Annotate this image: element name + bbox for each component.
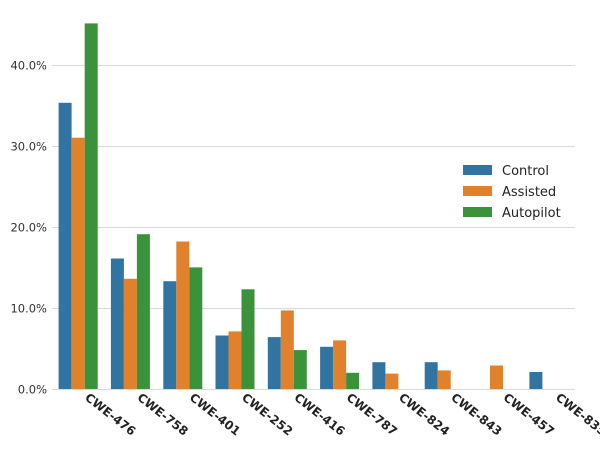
bar-assisted-cwe-824 [385, 373, 399, 389]
bars [58, 23, 543, 390]
legend-label-autopilot: Autopilot [502, 206, 561, 221]
y-tick-label: 20.0% [10, 221, 47, 235]
x-tick-label: CWE-457 [501, 390, 557, 438]
x-tick-label: CWE-252 [239, 390, 295, 438]
bar-assisted-cwe-401 [176, 241, 190, 389]
bar-autopilot-cwe-787 [346, 372, 360, 389]
bar-assisted-cwe-787 [333, 340, 347, 389]
x-tick-label: CWE-843 [448, 390, 504, 438]
bar-control-cwe-835 [529, 372, 543, 389]
legend: Control Assisted Autopilot [463, 164, 561, 221]
y-tick-label: 30.0% [10, 140, 47, 154]
x-tick-label: CWE-758 [135, 390, 191, 438]
bar-control-cwe-252 [215, 335, 229, 389]
x-tick-label: CWE-835 [553, 390, 600, 438]
x-tick-label: CWE-824 [396, 390, 452, 438]
x-tick-label: CWE-787 [344, 390, 400, 438]
bar-control-cwe-787 [320, 346, 334, 389]
legend-swatch-autopilot [463, 207, 492, 217]
legend-swatch-control [463, 165, 492, 175]
y-tick-label: 40.0% [10, 59, 47, 73]
bar-autopilot-cwe-416 [293, 350, 307, 389]
bar-control-cwe-476 [58, 102, 72, 390]
x-tick-label: CWE-476 [82, 390, 138, 438]
x-axis-tick-labels: CWE-476CWE-758CWE-401CWE-252CWE-416CWE-7… [82, 390, 600, 438]
bar-control-cwe-416 [267, 337, 281, 389]
legend-label-assisted: Assisted [502, 185, 556, 200]
bar-control-cwe-824 [372, 362, 386, 389]
legend-swatch-assisted [463, 186, 492, 196]
bar-autopilot-cwe-476 [84, 23, 98, 390]
bar-autopilot-cwe-252 [241, 289, 255, 389]
bar-control-cwe-843 [424, 362, 438, 389]
x-tick-label: CWE-401 [187, 390, 243, 438]
legend-label-control: Control [502, 164, 549, 179]
y-axis-tick-labels: 0.0% 10.0% 20.0% 30.0% 40.0% [10, 59, 47, 397]
bar-assisted-cwe-416 [280, 310, 294, 389]
bar-control-cwe-401 [163, 281, 177, 389]
x-tick-label: CWE-416 [292, 390, 348, 438]
bar-assisted-cwe-457 [490, 365, 503, 389]
bar-assisted-cwe-252 [228, 331, 242, 389]
bar-assisted-cwe-476 [71, 137, 85, 389]
bar-assisted-cwe-758 [123, 278, 137, 389]
bar-assisted-cwe-843 [437, 370, 451, 389]
bar-autopilot-cwe-401 [189, 267, 203, 389]
bar-control-cwe-758 [110, 258, 124, 389]
bar-autopilot-cwe-758 [136, 234, 150, 389]
y-tick-label: 0.0% [18, 383, 47, 397]
y-tick-label: 10.0% [10, 302, 47, 316]
